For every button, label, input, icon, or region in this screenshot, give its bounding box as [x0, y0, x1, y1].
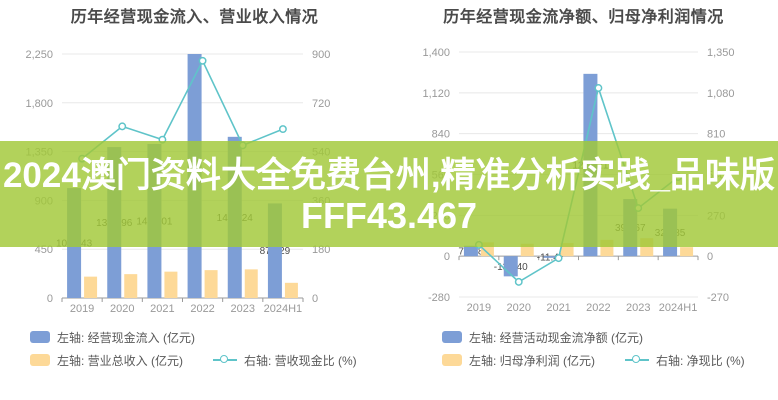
legend-bar-swatch-icon	[442, 354, 462, 366]
bar-value-label: -11.47	[537, 253, 565, 264]
line-marker	[198, 56, 207, 65]
bar	[503, 256, 518, 277]
right-axis-tick: 0	[312, 293, 318, 305]
bar	[284, 282, 298, 298]
legend-line-marker-icon	[213, 355, 237, 363]
right-axis-tick: 180	[312, 244, 330, 256]
x-axis-label: 2019	[467, 302, 491, 314]
left-axis-tick: 1,800	[25, 98, 53, 110]
legend-ring-icon	[220, 355, 228, 363]
right-axis-tick: 0	[707, 251, 713, 263]
line-marker	[118, 122, 127, 131]
x-axis	[458, 255, 699, 261]
left-axis-tick: 840	[432, 129, 450, 141]
bar	[543, 256, 558, 258]
right-axis-tick: 1,080	[707, 88, 735, 100]
legend-label: 左轴: 经营现金流入 (亿元)	[57, 330, 195, 345]
left-axis-tick: 0	[444, 251, 450, 263]
legend-item-bar[interactable]: 左轴: 经营现金流入 (亿元)	[30, 329, 195, 346]
right-axis-tick: 900	[312, 49, 330, 61]
right-axis-tick: 1,350	[707, 47, 735, 59]
legend-item-line[interactable]: 右轴: 营收现金比 (%)	[213, 352, 357, 369]
x-axis	[61, 297, 304, 302]
x-axis-label: 2023	[626, 302, 650, 314]
legend-row: 左轴: 经营活动现金流净额 (亿元)	[442, 328, 775, 346]
legend-item-line[interactable]: 右轴: 净现比 (%)	[625, 352, 745, 369]
right-axis-tick: 810	[707, 129, 725, 141]
legend-label: 右轴: 净现比 (%)	[656, 353, 745, 368]
x-axis-label: 2022	[190, 303, 214, 315]
bar	[463, 245, 478, 257]
chart-title-left: 历年经营现金流入、营业收入情况	[70, 9, 319, 26]
chart-legend-left: 左轴: 经营现金流入 (亿元) 左轴: 营业总收入 (亿元) 右轴: 营收现金比 (…	[30, 328, 387, 374]
legend-label: 右轴: 营收现金比 (%)	[244, 353, 357, 368]
line-marker	[514, 277, 523, 286]
bar	[164, 271, 178, 298]
x-axis-label: 2024H1	[264, 303, 303, 315]
left-axis-tick: 2,250	[25, 49, 53, 61]
legend-ring-icon	[632, 355, 640, 363]
legend-item-bar[interactable]: 左轴: 经营活动现金流净额 (亿元)	[442, 329, 643, 346]
watermark-line2: FFF43.467	[300, 195, 478, 236]
left-axis-tick: 450	[35, 244, 53, 256]
bar	[680, 247, 694, 257]
watermark-banner: 2024澳门资料大全免费台州,精准分析实践_品味版 FFF43.467	[0, 141, 778, 247]
legend-item-bar[interactable]: 左轴: 归母净利润 (亿元)	[442, 352, 595, 369]
legend-label: 左轴: 归母净利润 (亿元)	[469, 353, 595, 368]
x-axis-label: 2020	[507, 302, 531, 314]
line-marker	[278, 125, 287, 134]
x-axis-labels: 2019 2020 2021 2022 2023 2024H1	[467, 302, 698, 314]
bar	[124, 274, 138, 298]
line-marker	[594, 84, 603, 92]
legend-bar-swatch-icon	[30, 331, 50, 343]
x-axis-label: 2023	[231, 303, 255, 315]
x-axis-labels: 2019 2020 2021 2022 2023 2024H1	[70, 303, 302, 315]
chart-legend-right: 左轴: 经营活动现金流净额 (亿元) 左轴: 归母净利润 (亿元) 右轴: 净现比 …	[442, 328, 775, 374]
legend-bar-swatch-icon	[30, 354, 50, 366]
right-axis-tick: 720	[312, 98, 330, 110]
left-axis-tick: -280	[428, 292, 450, 304]
left-axis-tick: 1,400	[422, 47, 450, 59]
right-axis-tick: -270	[707, 292, 729, 304]
x-axis-label: 2022	[586, 302, 610, 314]
watermark-line1: 2024澳门资料大全免费台州,精准分析实践_品味版	[2, 156, 776, 195]
legend-label: 左轴: 营业总收入 (亿元)	[57, 353, 183, 368]
legend-label: 左轴: 经营活动现金流净额 (亿元)	[469, 330, 643, 345]
left-axis-tick: 0	[47, 293, 53, 305]
legend-row: 左轴: 营业总收入 (亿元) 右轴: 营收现金比 (%)	[30, 351, 387, 369]
left-axis-tick: 1,120	[422, 88, 450, 100]
x-axis-label: 2021	[150, 303, 174, 315]
x-axis-label: 2020	[110, 303, 134, 315]
x-axis-label: 2019	[70, 303, 94, 315]
line-marker	[554, 254, 563, 263]
x-axis-label: 2024H1	[659, 302, 698, 314]
bar	[204, 270, 218, 298]
chart-title-right: 历年经营现金流净额、归母净利润情况	[443, 9, 724, 26]
bars-series-1	[84, 269, 298, 298]
bar	[244, 269, 258, 298]
x-axis-label: 2021	[546, 302, 570, 314]
legend-bar-swatch-icon	[442, 331, 462, 343]
legend-line-marker-icon	[625, 355, 649, 363]
bar	[84, 276, 98, 298]
legend-row: 左轴: 经营现金流入 (亿元)	[30, 328, 387, 346]
legend-item-bar[interactable]: 左轴: 营业总收入 (亿元)	[30, 352, 183, 369]
legend-row: 左轴: 归母净利润 (亿元) 右轴: 净现比 (%)	[442, 351, 775, 369]
